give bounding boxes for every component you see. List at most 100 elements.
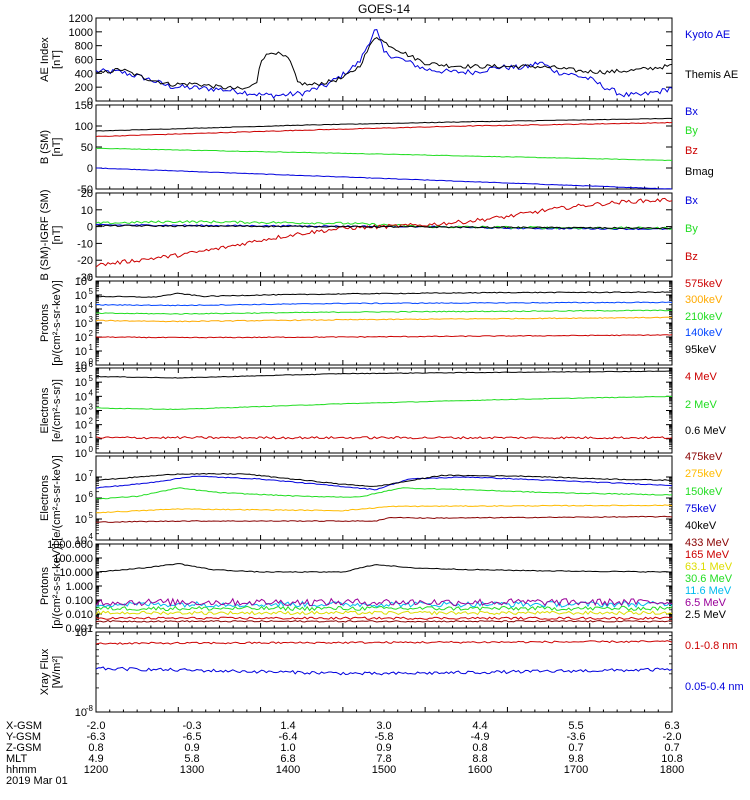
ephemeris-value: 0.7 — [664, 742, 679, 754]
y-tick-label: 0.001 — [65, 623, 93, 635]
y-axis-label: Electrons — [39, 387, 51, 433]
y-tick-label: 10 — [75, 420, 87, 432]
legend-entry: 11.6 MeV — [685, 585, 732, 597]
y-tick-label: 10 — [75, 318, 87, 330]
series-line-575kev — [95, 334, 673, 339]
series-line-165-mev — [95, 616, 673, 620]
ephemeris-value: -6.3 — [87, 731, 106, 743]
y-tick-exponent: 0 — [89, 357, 94, 366]
series-line-95kev — [95, 291, 673, 298]
y-tick-exponent: 6 — [89, 273, 94, 282]
ephemeris-value: 0.9 — [184, 742, 199, 754]
series-line-4-mev — [95, 435, 673, 440]
ephemeris-value: 1400 — [276, 764, 300, 776]
legend-entry: Bmag — [685, 166, 714, 178]
series-line-kyoto-ae — [95, 29, 673, 99]
series-line-40kev — [95, 472, 672, 487]
ephemeris-value: 1.4 — [280, 720, 295, 732]
ephemeris-value: -4.9 — [471, 731, 490, 743]
ephemeris-label: MLT — [6, 753, 27, 765]
panel-frame — [95, 455, 673, 541]
panel-frame — [95, 367, 673, 454]
y-tick-label: -10 — [77, 238, 93, 250]
legend-entry: Bx — [685, 195, 698, 207]
y-axis-label: [e/(cm²-s-sr-keV)] — [51, 455, 63, 541]
legend-entry: 575keV — [685, 278, 723, 290]
series-line-2-mev — [96, 395, 673, 411]
legend-entry: 165 MeV — [685, 549, 730, 561]
y-tick-label: 10 — [75, 493, 87, 505]
legend-entry: 300keV — [685, 294, 723, 306]
ephemeris-value: 5.5 — [568, 720, 583, 732]
series-line-0-6-mev — [95, 370, 673, 379]
ephemeris-value: 1500 — [372, 764, 396, 776]
y-tick-label: 50 — [81, 142, 93, 154]
ephemeris-value: 1200 — [84, 764, 108, 776]
chart-title: GOES-14 — [358, 2, 410, 16]
legend-entry: 75keV — [685, 503, 717, 515]
legend-entry: 2 MeV — [685, 399, 717, 411]
series-line-275kev — [95, 504, 673, 514]
y-axis-label: B (SM) — [39, 130, 51, 164]
ephemeris-value: 8.8 — [472, 753, 487, 765]
y-tick-label: 10 — [75, 304, 87, 316]
y-axis-label: [W/m²] — [51, 656, 63, 688]
y-tick-label: 10 — [75, 472, 87, 484]
ephemeris-value: -2.0 — [87, 720, 106, 732]
y-tick-exponent: -7 — [86, 624, 94, 633]
y-tick-exponent: 7 — [89, 469, 94, 478]
y-tick-label: 0.010 — [65, 609, 93, 621]
y-tick-exponent: 6 — [89, 360, 94, 369]
ephemeris-label: Y-GSM — [6, 731, 41, 743]
legend-entry: 30.6 MeV — [685, 573, 733, 585]
series-line-475kev — [95, 515, 673, 523]
ephemeris-value: 1600 — [468, 764, 492, 776]
series-line-bz — [95, 121, 673, 138]
series-line-30-6-mev — [95, 605, 673, 612]
y-tick-label: 1200 — [69, 13, 93, 25]
y-axis-label: [p/(cm²-s-sr-keV)] — [51, 543, 63, 629]
y-tick-label: 10 — [75, 535, 87, 547]
y-tick-label: 10 — [75, 332, 87, 344]
y-tick-exponent: -8 — [86, 704, 94, 713]
legend-entry: 140keV — [685, 327, 723, 339]
ephemeris-value: -5.8 — [375, 731, 394, 743]
y-tick-label: 10 — [75, 448, 87, 460]
y-tick-label: 10 — [75, 363, 87, 375]
legend-entry: Bz — [685, 251, 698, 263]
series-line-by — [96, 147, 673, 162]
y-tick-label: 1000.000 — [47, 539, 93, 551]
ephemeris-value: 10.8 — [661, 753, 682, 765]
panel-frame — [95, 104, 673, 190]
ephemeris-value: -3.6 — [567, 731, 586, 743]
y-tick-label: 100.000 — [53, 553, 93, 565]
y-tick-exponent: 5 — [89, 511, 94, 520]
ephemeris-label: hhmm — [6, 764, 37, 776]
legend-entry: 95keV — [685, 344, 717, 356]
y-tick-label: 400 — [75, 68, 93, 80]
series-line-140kev — [95, 301, 673, 307]
y-tick-label: 10 — [75, 360, 87, 372]
y-tick-label: 0 — [87, 222, 93, 234]
y-tick-label: 10 — [75, 377, 87, 389]
ephemeris-value: -0.3 — [183, 720, 202, 732]
y-tick-exponent: 5 — [89, 374, 94, 383]
y-tick-label: 200 — [75, 82, 93, 94]
y-tick-label: -30 — [77, 272, 93, 284]
ephemeris-value: 0.8 — [472, 742, 487, 754]
legend-entry: 6.5 MeV — [685, 597, 727, 609]
legend-entry: 0.6 MeV — [685, 425, 727, 437]
panel-frame — [95, 17, 673, 102]
ephemeris-value: 0.7 — [568, 742, 583, 754]
ephemeris-value: 3.0 — [376, 720, 391, 732]
y-tick-label: 0.100 — [65, 595, 93, 607]
y-axis-label: [nT] — [51, 226, 63, 245]
series-line-0-05-0-4-nm — [95, 666, 673, 676]
y-tick-label: -50 — [77, 184, 93, 196]
ephemeris-value: 1300 — [180, 764, 204, 776]
y-tick-exponent: 2 — [89, 417, 94, 426]
